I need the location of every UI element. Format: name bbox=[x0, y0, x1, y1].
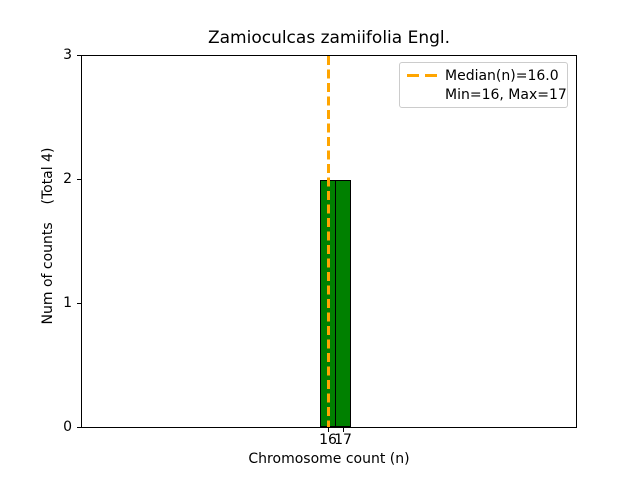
y-tick-label-1: 1 bbox=[63, 295, 72, 311]
legend-entry-median: Median(n)=16.0 bbox=[407, 66, 561, 85]
y-tick-label-2: 2 bbox=[63, 171, 72, 187]
legend-handle-spacer bbox=[407, 93, 437, 97]
x-tick-mark bbox=[328, 428, 329, 432]
plot-area: Median(n)=16.0 Min=16, Max=17 bbox=[81, 55, 577, 428]
median-dashed-line bbox=[327, 56, 330, 427]
y-tick-mark bbox=[77, 55, 81, 56]
legend: Median(n)=16.0 Min=16, Max=17 bbox=[399, 62, 568, 108]
y-axis-label: Num of counts (Total 4) bbox=[40, 147, 56, 325]
y-tick-mark bbox=[77, 179, 81, 180]
y-tick-mark bbox=[77, 427, 81, 428]
y-tick-label-3: 3 bbox=[63, 47, 72, 63]
y-tick-label-0: 0 bbox=[63, 419, 72, 435]
bar-17 bbox=[335, 179, 351, 427]
legend-label-minmax: Min=16, Max=17 bbox=[445, 86, 567, 103]
y-tick-mark bbox=[77, 303, 81, 304]
chart-title: Zamioculcas zamiifolia Engl. bbox=[207, 28, 451, 48]
x-tick-label-16: 16 bbox=[319, 432, 337, 448]
x-tick-mark bbox=[343, 428, 344, 432]
legend-entry-minmax: Min=16, Max=17 bbox=[407, 85, 567, 104]
legend-label-median: Median(n)=16.0 bbox=[445, 67, 559, 84]
x-tick-label-17: 17 bbox=[334, 432, 352, 448]
dashed-line-icon bbox=[407, 73, 437, 78]
x-axis-label: Chromosome count (n) bbox=[248, 451, 410, 467]
